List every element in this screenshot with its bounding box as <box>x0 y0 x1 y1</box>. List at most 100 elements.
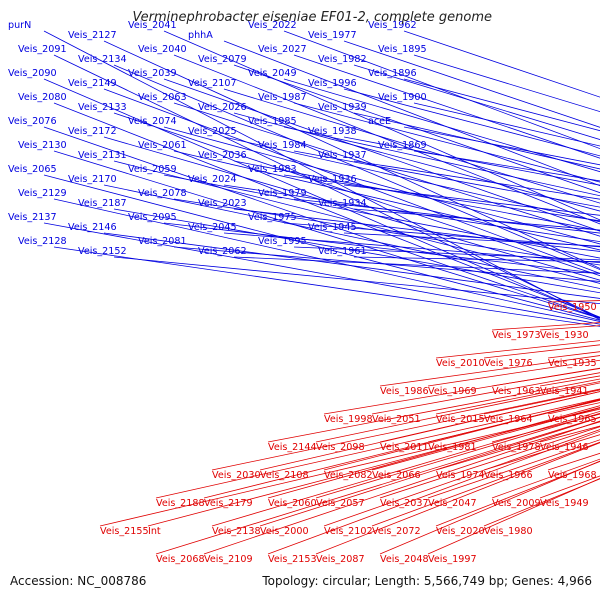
reverse-gene-label: Veis_2020 <box>436 526 485 537</box>
forward-gene-label: Veis_2063 <box>138 92 187 103</box>
reverse-gene-label: Veis_1968 <box>548 470 597 481</box>
forward-label-leader <box>53 246 600 327</box>
forward-gene-label: Veis_2137 <box>8 212 57 223</box>
forward-label-leader <box>283 30 600 150</box>
reverse-gene-label: Veis_2072 <box>372 526 421 537</box>
reverse-label-leader <box>491 458 600 499</box>
forward-label-leader <box>113 64 600 271</box>
forward-gene-label: Veis_1895 <box>378 44 427 55</box>
reverse-gene-label: Veis_2051 <box>372 414 421 425</box>
reverse-label-leader <box>315 382 600 443</box>
forward-gene-label: Veis_2128 <box>18 236 67 247</box>
forward-gene-label: Veis_1984 <box>258 140 307 151</box>
forward-label-leader <box>293 246 600 261</box>
forward-label-leader <box>223 184 600 243</box>
reverse-gene-label: Veis_2155 <box>100 526 149 537</box>
forward-label-leader <box>283 222 600 248</box>
forward-gene-label: Veis_2065 <box>8 164 57 175</box>
forward-label-leader <box>233 64 600 194</box>
reverse-label-leader <box>483 389 600 415</box>
reverse-gene-label: Veis_2047 <box>428 498 477 509</box>
forward-label-leader <box>173 54 600 225</box>
forward-gene-label: Veis_1979 <box>258 188 307 199</box>
reverse-label-leader <box>427 439 600 499</box>
forward-label-leader <box>233 160 600 232</box>
reverse-label-leader <box>99 408 600 527</box>
reverse-gene-label: Veis_1973 <box>492 330 541 341</box>
forward-label-leader <box>43 222 600 325</box>
forward-gene-label: Veis_1985 <box>248 116 297 127</box>
forward-label-leader <box>173 246 600 282</box>
forward-label-leader <box>233 112 600 212</box>
forward-gene-label: Veis_1961 <box>318 246 367 257</box>
reverse-gene-label: Veis_2009 <box>492 498 541 509</box>
reverse-gene-label: Veis_2153 <box>268 554 317 565</box>
forward-gene-label: Veis_2131 <box>78 150 127 161</box>
forward-label-leader <box>293 54 600 159</box>
reverse-label-leader <box>315 412 600 499</box>
forward-gene-label: Veis_2061 <box>138 140 187 151</box>
reverse-label-leader <box>155 416 600 555</box>
reverse-label-leader <box>155 398 600 499</box>
reverse-label-leader <box>267 405 600 499</box>
genome-summary: Topology: circular; Length: 5,566,749 bp… <box>262 574 592 588</box>
forward-gene-label: Veis_2081 <box>138 236 187 247</box>
forward-label-leader <box>233 256 600 274</box>
reverse-label-leader <box>371 441 600 527</box>
forward-gene-label: Veis_2026 <box>198 102 247 113</box>
forward-label-leader <box>343 232 600 247</box>
forward-gene-label: phhA <box>188 30 213 41</box>
forward-label-leader <box>53 198 600 322</box>
forward-label-leader <box>113 112 600 277</box>
reverse-label-leader <box>483 434 600 471</box>
reverse-label-leader <box>435 421 600 471</box>
forward-label-leader <box>353 160 600 200</box>
forward-label-leader <box>353 256 600 263</box>
forward-gene-label: Veis_1896 <box>368 68 417 79</box>
forward-label-leader <box>163 78 600 232</box>
reverse-gene-label: Veis_1998 <box>324 414 373 425</box>
forward-label-leader <box>353 64 600 140</box>
forward-gene-label: Veis_2187 <box>78 198 127 209</box>
forward-label-leader <box>283 126 600 197</box>
reverse-label-leader <box>323 429 600 527</box>
forward-label-leader <box>113 160 600 284</box>
forward-gene-label: Veis_2022 <box>248 20 297 31</box>
forward-label-leader <box>53 54 600 319</box>
reverse-gene-label: Veis_2144 <box>268 442 317 453</box>
forward-gene-label: Veis_1936 <box>308 174 357 185</box>
forward-label-leader <box>103 136 600 281</box>
reverse-label-leader <box>427 478 600 555</box>
forward-gene-label: Veis_2091 <box>18 44 67 55</box>
reverse-label-leader <box>211 410 600 527</box>
forward-gene-label: Veis_1983 <box>248 164 297 175</box>
forward-label-leader <box>413 102 600 147</box>
forward-gene-label: Veis_2045 <box>188 222 237 233</box>
forward-label-leader <box>403 30 600 98</box>
map-title: Verminephrobacter eiseniae EF01-2, compl… <box>132 10 492 25</box>
forward-gene-label: Veis_2170 <box>68 174 117 185</box>
forward-gene-label: Veis_1945 <box>308 222 357 233</box>
forward-label-leader <box>283 78 600 173</box>
forward-gene-label: Veis_1975 <box>248 212 297 223</box>
forward-label-leader <box>163 174 600 259</box>
forward-gene-label: Veis_2129 <box>18 188 67 199</box>
forward-gene-label: Veis_2059 <box>128 164 177 175</box>
forward-label-leader <box>43 174 600 321</box>
forward-label-leader <box>353 208 600 231</box>
reverse-label-leader <box>259 417 600 527</box>
forward-label-leader <box>413 54 600 113</box>
reverse-label-leader <box>267 430 600 555</box>
forward-label-leader <box>113 256 600 305</box>
forward-gene-label: Veis_1962 <box>368 20 417 31</box>
reverse-gene-label: Veis_2098 <box>316 442 365 453</box>
forward-label-leader <box>403 78 600 132</box>
forward-gene-label: purN <box>8 20 31 31</box>
forward-label-leader <box>173 102 600 237</box>
reverse-label-leader <box>435 340 600 359</box>
forward-label-leader <box>293 198 600 234</box>
forward-label-leader <box>293 150 600 208</box>
reverse-label-leader <box>491 322 600 331</box>
forward-label-leader <box>343 184 600 216</box>
forward-label-leader <box>163 126 600 245</box>
